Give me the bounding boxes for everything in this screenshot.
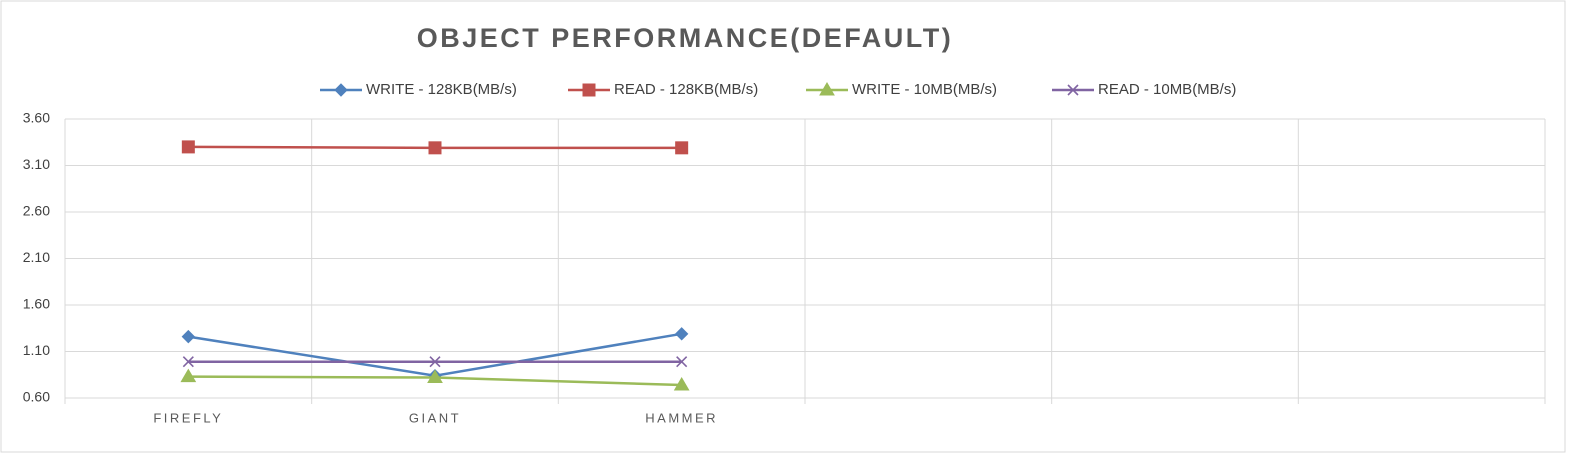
x-tick-label: GIANT xyxy=(409,410,461,425)
y-tick-label: 1.10 xyxy=(23,342,50,358)
legend-marker xyxy=(819,82,835,96)
y-tick-label: 1.60 xyxy=(23,296,50,312)
legend-label: READ - 128KB(MB/s) xyxy=(614,81,758,98)
legend-marker xyxy=(334,83,348,97)
x-tick-label: FIREFLY xyxy=(153,410,223,425)
data-point xyxy=(676,356,688,368)
y-tick-label: 2.60 xyxy=(23,203,50,219)
legend-marker xyxy=(1067,84,1079,96)
x-tick-label: HAMMER xyxy=(645,410,718,425)
data-point xyxy=(675,141,689,155)
data-point xyxy=(181,329,196,344)
data-point xyxy=(181,140,195,154)
legend-label: WRITE - 10MB(MB/s) xyxy=(852,81,997,98)
legend-label: WRITE - 128KB(MB/s) xyxy=(366,81,517,98)
data-point xyxy=(427,369,443,384)
y-tick-label: 0.60 xyxy=(23,389,50,405)
data-point xyxy=(180,368,197,383)
y-tick-label: 3.60 xyxy=(23,110,50,126)
y-tick-label: 2.10 xyxy=(23,249,50,265)
data-point xyxy=(182,356,194,368)
chart-title: OBJECT PERFORMANCE(DEFAULT) xyxy=(417,23,954,53)
data-point xyxy=(429,356,441,368)
y-tick-label: 3.10 xyxy=(23,156,50,172)
data-point xyxy=(428,141,442,155)
data-point xyxy=(674,327,689,341)
legend-marker xyxy=(582,83,596,97)
data-point xyxy=(673,376,690,391)
legend-label: READ - 10MB(MB/s) xyxy=(1098,81,1236,98)
